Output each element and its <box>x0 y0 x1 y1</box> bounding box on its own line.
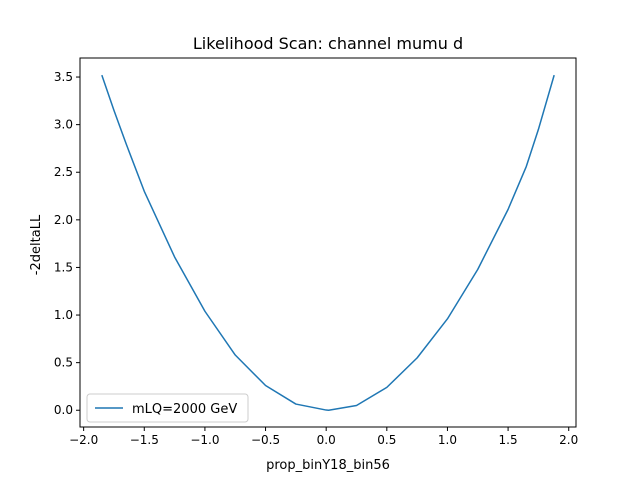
y-tick-label: 2.0 <box>54 213 73 227</box>
y-tick-label: 1.0 <box>54 308 73 322</box>
y-axis-label: -2deltaLL <box>29 214 44 275</box>
legend: mLQ=2000 GeV <box>86 393 249 423</box>
legend-label: mLQ=2000 GeV <box>132 402 237 417</box>
x-tick-label: −1.0 <box>190 433 219 447</box>
x-tick-label: −0.5 <box>251 433 280 447</box>
x-tick-label: 1.5 <box>499 433 518 447</box>
x-tick-label: 0.0 <box>317 433 336 447</box>
legend-box <box>86 393 249 423</box>
plot-area <box>79 57 577 428</box>
y-tick-label: 3.5 <box>54 70 73 84</box>
y-tick-label: 0.5 <box>54 356 73 370</box>
x-axis: −2.0 −1.5 −1.0 −0.5 0.0 0.5 1.0 1.5 2.0 <box>69 427 578 447</box>
y-tick-label: 2.5 <box>54 165 73 179</box>
x-tick-label: 1.0 <box>438 433 457 447</box>
x-tick-label: 0.5 <box>377 433 396 447</box>
x-tick-label: 2.0 <box>559 433 578 447</box>
x-tick-label: −1.5 <box>130 433 159 447</box>
x-tick-label: −2.0 <box>69 433 98 447</box>
chart-title: Likelihood Scan: channel mumu d <box>193 34 463 53</box>
x-axis-label: prop_binY18_bin56 <box>266 458 390 473</box>
y-tick-label: 0.0 <box>54 403 73 417</box>
y-tick-label: 1.5 <box>54 260 73 274</box>
y-tick-label: 3.0 <box>54 118 73 132</box>
axes-frame <box>79 57 577 428</box>
y-axis: 0.0 0.5 1.0 1.5 2.0 2.5 3.0 3.5 <box>54 70 80 417</box>
series-line-0 <box>101 74 555 411</box>
